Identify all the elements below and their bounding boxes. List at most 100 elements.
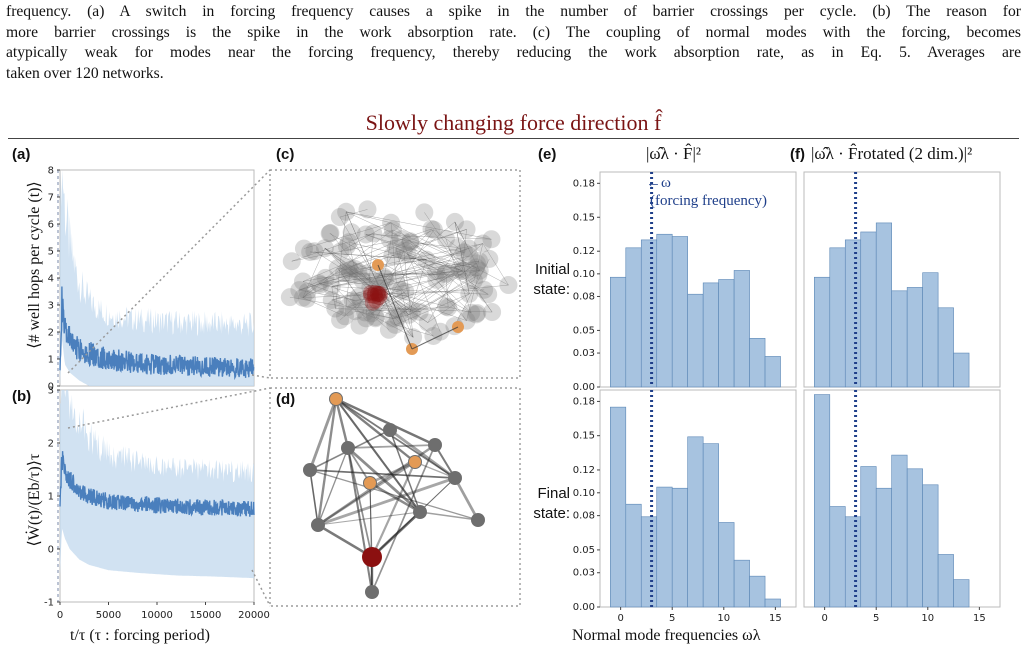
network-node xyxy=(467,254,486,273)
hist-bar xyxy=(844,516,862,608)
network-edge xyxy=(302,248,326,298)
ytick-label: 2 xyxy=(48,328,54,339)
hist-bar xyxy=(937,554,954,608)
network-edge xyxy=(335,398,456,479)
network-edge xyxy=(317,461,416,526)
network-edge xyxy=(335,398,421,513)
ytick-label: 2 xyxy=(48,439,54,450)
panel-label-d: (d) xyxy=(276,391,296,408)
network-edge xyxy=(369,481,421,514)
hist-bar xyxy=(764,356,781,388)
ytick-label: 0.05 xyxy=(573,325,595,336)
network-edge xyxy=(335,308,420,313)
hist-bar xyxy=(640,516,658,608)
network-edge xyxy=(396,269,460,311)
ytick-label: 0.00 xyxy=(573,602,595,613)
network-node xyxy=(480,249,499,268)
network-node xyxy=(398,245,417,264)
hist-title-f: |ω̂λ · F̂rotated (2 dim.)|² xyxy=(811,144,973,163)
hist-bar xyxy=(906,287,923,388)
network-node xyxy=(468,304,487,323)
network-edge xyxy=(324,248,351,271)
network-node xyxy=(475,280,494,299)
hist-bar xyxy=(891,290,908,388)
panel-label-c: (c) xyxy=(276,146,295,163)
network-node xyxy=(366,308,385,327)
network-node xyxy=(428,438,442,452)
network-edge xyxy=(383,276,414,338)
network-edge xyxy=(393,263,478,319)
network-edge xyxy=(397,243,484,318)
network-node xyxy=(448,238,467,257)
network-node xyxy=(358,200,377,219)
network-node xyxy=(376,269,395,288)
hist-bar xyxy=(906,468,923,608)
xtick-label: 0 xyxy=(821,613,827,624)
zoom-guide-b-bottom xyxy=(251,569,271,607)
ytick-label: 4 xyxy=(48,274,54,285)
network-node xyxy=(417,250,436,269)
network-node xyxy=(339,233,358,252)
panel-label-a: (a) xyxy=(12,146,31,163)
network-edge xyxy=(331,255,470,287)
network-edge xyxy=(337,268,351,271)
network-edge xyxy=(390,222,446,275)
network-node xyxy=(455,243,474,262)
network-node xyxy=(335,264,354,283)
network-node xyxy=(403,301,422,320)
network-node xyxy=(462,303,481,322)
network-node xyxy=(303,463,317,477)
network-edge xyxy=(347,444,436,449)
network-edge xyxy=(352,284,509,301)
network-node xyxy=(311,518,325,532)
plot-a: 0 1 2 3 4 5 6 7 8 xyxy=(48,166,255,393)
omega-annotation: ←ω xyxy=(646,175,671,191)
hist-bar xyxy=(718,522,735,608)
network-node xyxy=(450,260,469,279)
network-edge xyxy=(347,306,493,313)
network-node xyxy=(422,219,441,238)
figure-caption: frequency. (a) A switch in forcing frequ… xyxy=(6,2,1021,84)
ytick-label: 3 xyxy=(48,301,54,312)
network-edge xyxy=(331,286,336,309)
network-node xyxy=(439,298,458,317)
network-edge xyxy=(365,234,492,240)
network-edge xyxy=(310,251,427,260)
network-edge xyxy=(384,243,483,278)
hist-bar xyxy=(687,293,704,388)
hist-bar xyxy=(718,279,735,388)
network-edge xyxy=(369,460,416,485)
network-node xyxy=(345,302,364,321)
network-node xyxy=(343,291,362,310)
xtick-label: 15000 xyxy=(190,610,222,621)
network-node xyxy=(467,258,486,277)
network-node xyxy=(415,203,434,222)
network-edge xyxy=(331,270,463,287)
hist-bar xyxy=(891,454,908,608)
series-line xyxy=(59,286,255,381)
network-edge xyxy=(395,247,446,275)
hist-bar xyxy=(625,247,642,388)
network-node xyxy=(358,265,377,284)
network-edge xyxy=(291,238,402,262)
network-node xyxy=(467,305,486,324)
network-node xyxy=(436,263,455,282)
network-edge xyxy=(407,254,489,295)
network-edge xyxy=(393,317,398,319)
network-edge xyxy=(339,216,398,318)
network-node xyxy=(386,238,405,257)
ytick-label: 0.12 xyxy=(573,246,595,257)
variance-band xyxy=(60,390,254,579)
network-node xyxy=(445,212,464,231)
network-edge xyxy=(345,211,396,325)
network-node xyxy=(280,288,299,307)
network-edge xyxy=(424,212,493,313)
network-edge xyxy=(339,286,378,321)
network-node xyxy=(375,267,394,286)
ytick-label: 1 xyxy=(48,492,54,503)
network-node xyxy=(394,241,413,260)
network-node xyxy=(345,259,364,278)
network-edge xyxy=(307,277,326,292)
network-edge xyxy=(419,270,480,313)
network-edge xyxy=(401,239,441,332)
